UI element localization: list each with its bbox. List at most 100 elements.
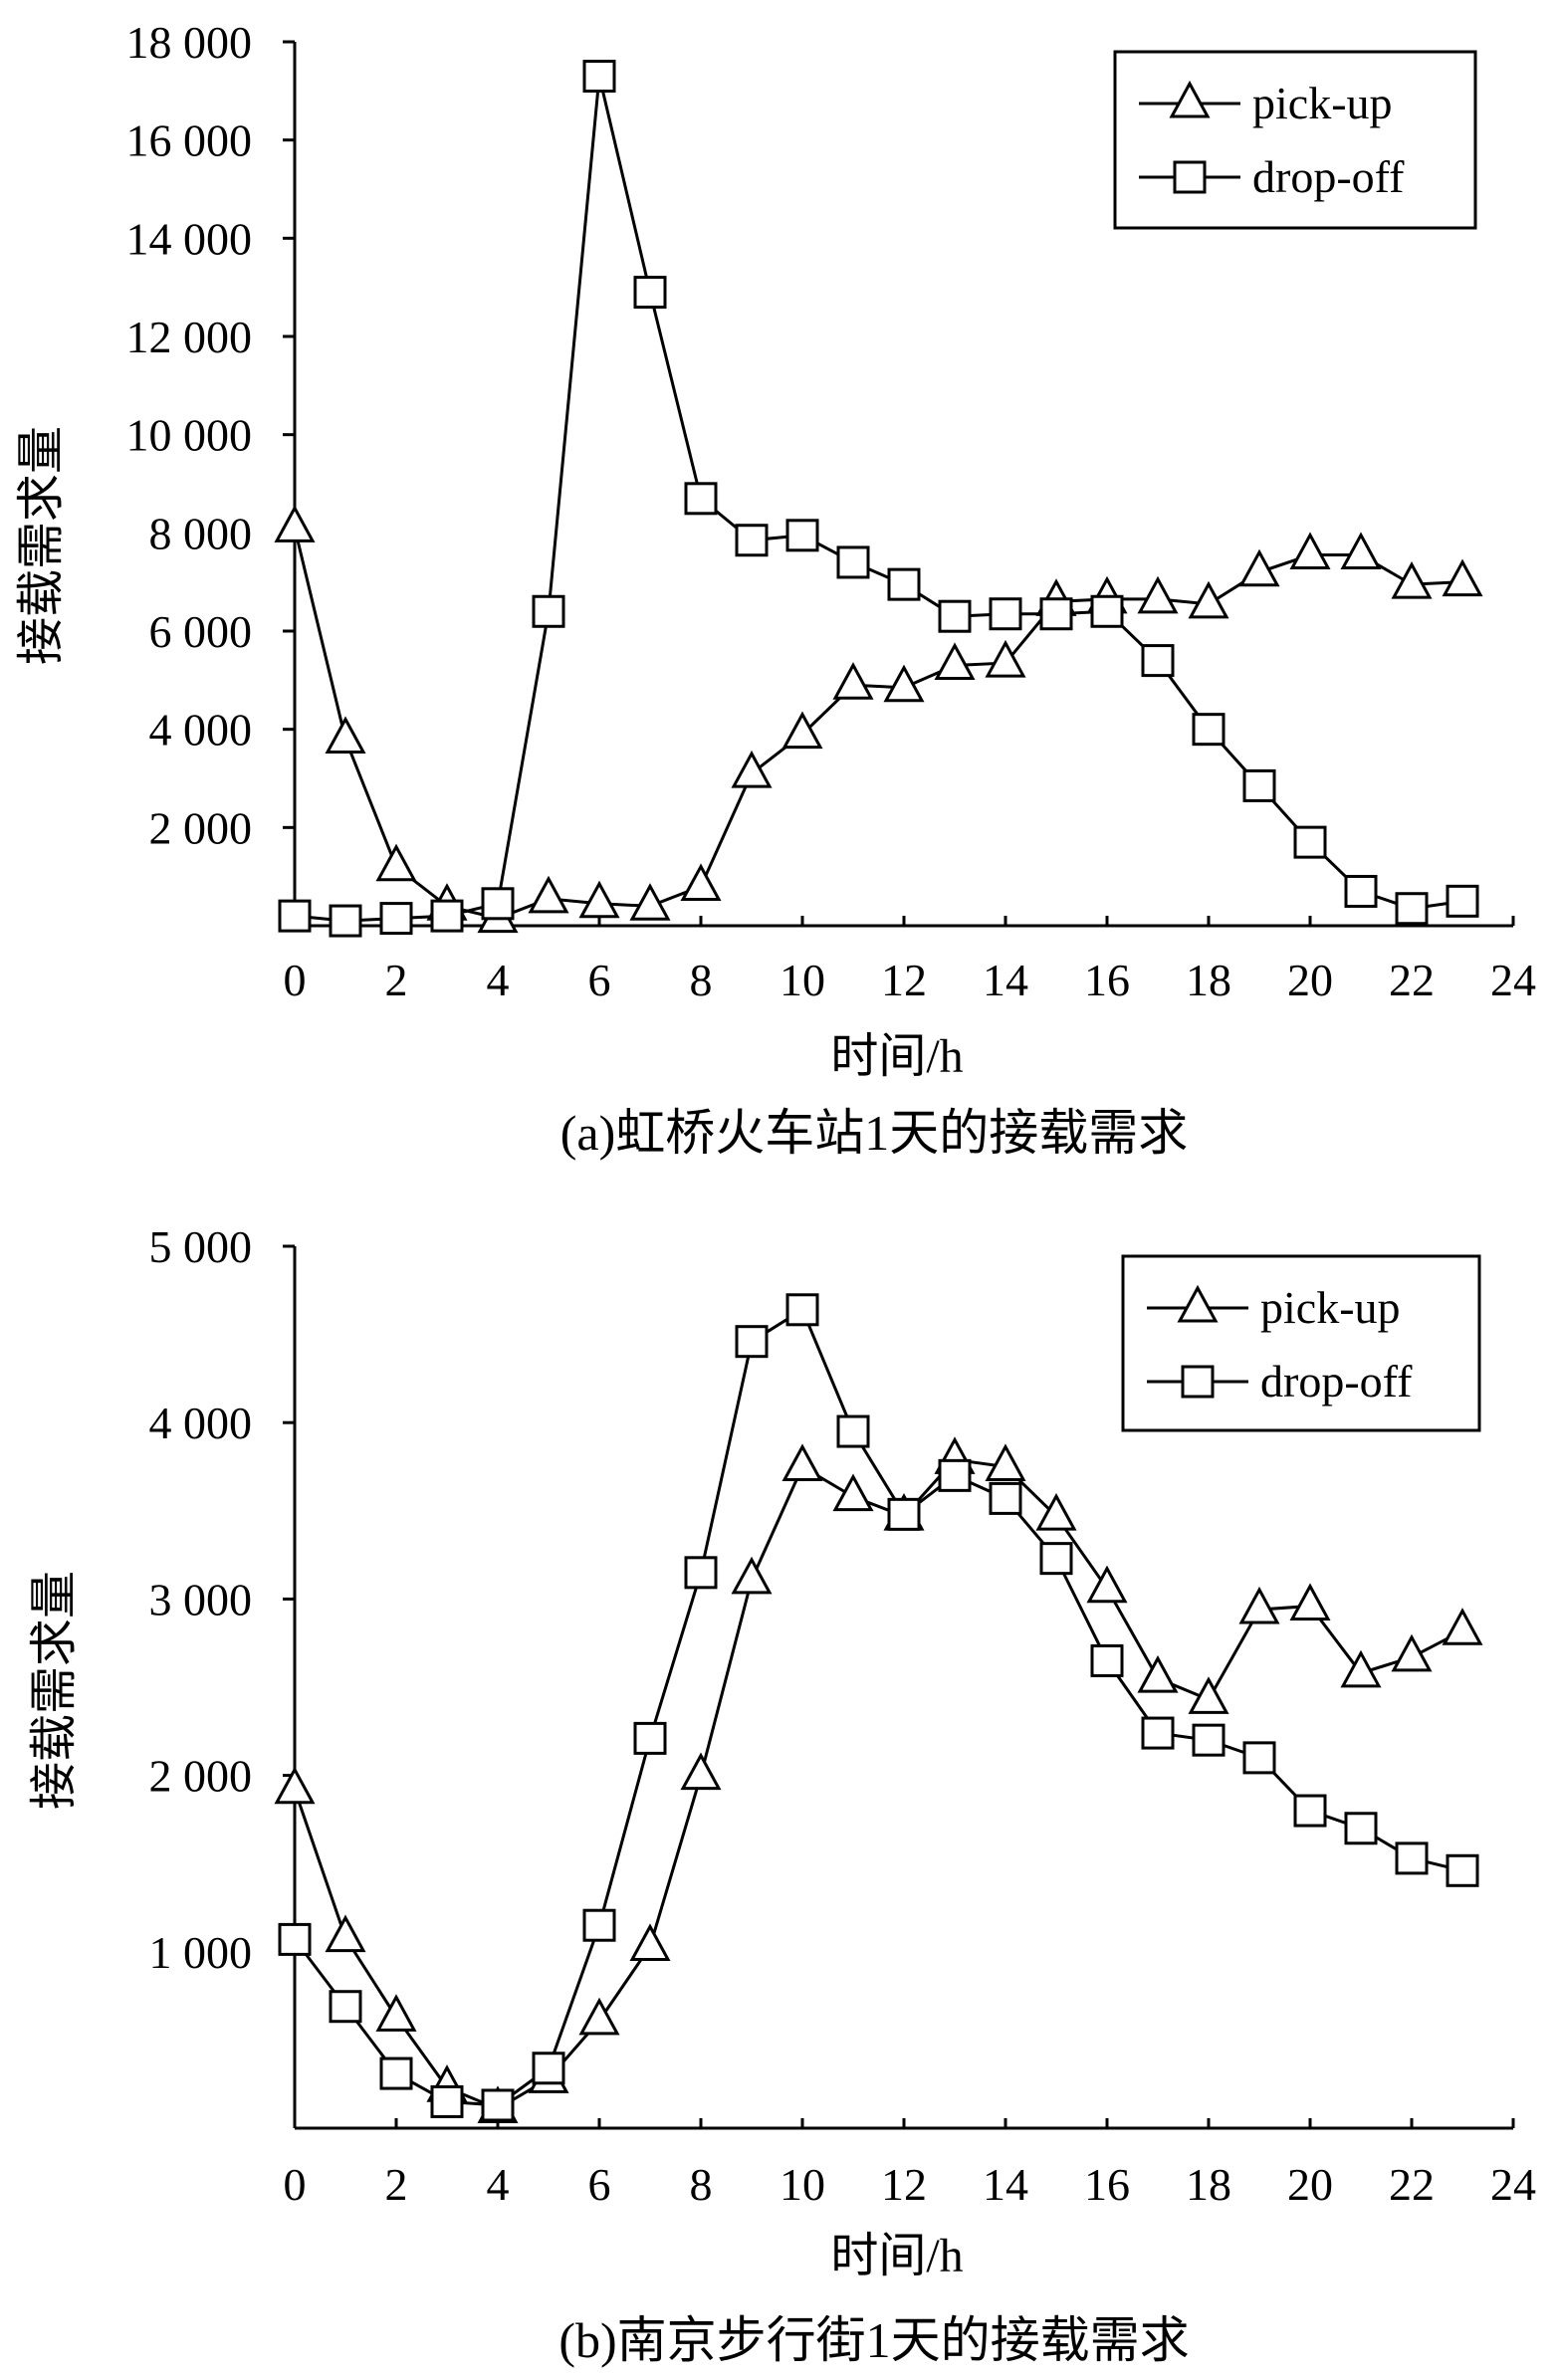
series-line-pick-up [293, 528, 1463, 921]
y-tick-label: 1 000 [149, 1927, 253, 1978]
legend-box [1113, 50, 1477, 230]
y-tick-label: 2 000 [149, 1751, 253, 1802]
data-point-drop-off [785, 519, 819, 552]
chart-caption: (a)虹桥火车站1天的接载需求 [560, 1105, 1189, 1161]
data-point-drop-off [887, 567, 921, 601]
x-tick-label: 10 [780, 955, 825, 1005]
x-axis-title: 时间/h [830, 2230, 963, 2282]
data-point-drop-off [1242, 1741, 1276, 1775]
x-tick-label: 0 [284, 955, 307, 1005]
data-point-pick-up [883, 664, 925, 703]
data-point-drop-off [379, 902, 413, 936]
data-point-drop-off [1039, 1542, 1073, 1576]
x-tick-label: 18 [1186, 2159, 1231, 2210]
data-point-drop-off [1242, 768, 1276, 802]
data-point-pick-up [1035, 1492, 1077, 1531]
x-tick-label: 2 [385, 955, 408, 1005]
x-tick-label: 4 [487, 2159, 510, 2210]
data-point-drop-off [633, 1721, 667, 1755]
data-point-pick-up [1391, 1633, 1433, 1672]
data-point-drop-off [532, 594, 565, 628]
data-point-drop-off [785, 1293, 819, 1327]
data-point-drop-off [1039, 597, 1073, 631]
x-tick-label: 0 [284, 2159, 307, 2210]
legend: pick-up drop-off [1121, 1254, 1481, 1432]
x-tick-label: 6 [588, 955, 611, 1005]
data-point-drop-off [481, 887, 515, 921]
x-tick-label: 20 [1287, 2159, 1333, 2210]
data-point-pick-up [1188, 580, 1229, 619]
data-point-drop-off [582, 1908, 616, 1942]
data-point-pick-up [1137, 1655, 1179, 1693]
data-point-drop-off [1141, 644, 1175, 678]
y-axis-title: 接载需求量 [15, 426, 68, 665]
data-point-drop-off [582, 60, 616, 94]
legend-label: drop-off [1260, 1356, 1413, 1406]
data-point-drop-off [278, 1922, 312, 1956]
data-point-pick-up [680, 1752, 722, 1791]
data-point-drop-off [684, 482, 718, 516]
data-point-drop-off [887, 1497, 921, 1531]
y-tick-label: 8 000 [149, 508, 253, 558]
data-point-drop-off [735, 524, 769, 557]
data-point-pick-up [629, 883, 671, 921]
data-point-drop-off [1090, 1643, 1124, 1677]
y-tick-label: 18 000 [126, 17, 253, 68]
data-point-drop-off [836, 1414, 870, 1448]
y-tick-label: 5 000 [149, 1221, 253, 1272]
data-point-drop-off [836, 545, 870, 579]
data-point-drop-off [379, 2056, 413, 2090]
data-point-pick-up [274, 1766, 316, 1805]
data-point-drop-off [938, 1458, 972, 1492]
y-tick-label: 12 000 [126, 312, 253, 362]
data-point-pick-up [528, 875, 569, 914]
data-point-pick-up [1391, 561, 1433, 599]
data-point-drop-off [481, 2088, 515, 2122]
data-point-pick-up [1442, 1608, 1483, 1645]
x-tick-label: 24 [1490, 955, 1536, 1005]
y-tick-label: 3 000 [149, 1574, 253, 1624]
x-tick-label: 12 [881, 955, 927, 1005]
data-point-pick-up [985, 1443, 1026, 1481]
chart-caption: (b)南京步行街1天的接载需求 [558, 2312, 1189, 2368]
legend-label: pick-up [1252, 78, 1393, 128]
legend-marker-pick-up [1177, 1284, 1219, 1323]
data-point-pick-up [1086, 1565, 1128, 1604]
data-point-pick-up [375, 1994, 417, 2032]
y-tick-label: 2 000 [149, 802, 253, 853]
x-tick-label: 8 [690, 2159, 713, 2210]
data-point-drop-off [1395, 1841, 1429, 1875]
x-tick-label: 22 [1389, 2159, 1435, 2210]
y-tick-label: 4 000 [149, 1398, 253, 1448]
data-point-drop-off [278, 899, 312, 933]
x-tick-label: 8 [690, 955, 713, 1005]
data-point-pick-up [1289, 1583, 1331, 1621]
data-point-drop-off [430, 2084, 464, 2118]
data-point-pick-up [1188, 1676, 1229, 1714]
x-tick-label: 10 [780, 2159, 825, 2210]
x-tick-label: 24 [1490, 2159, 1536, 2210]
data-point-pick-up [325, 716, 366, 755]
data-point-drop-off [1344, 874, 1378, 908]
y-tick-label: 6 000 [149, 606, 253, 657]
data-point-drop-off [1446, 884, 1479, 918]
series-line-pick-up [293, 1457, 1463, 2111]
x-tick-label: 22 [1389, 955, 1435, 1005]
y-tick-label: 10 000 [126, 410, 253, 461]
data-point-drop-off [532, 2052, 565, 2085]
data-point-drop-off [329, 1990, 362, 2024]
x-tick-label: 14 [983, 955, 1028, 1005]
legend-box [1121, 1254, 1481, 1432]
x-tick-label: 6 [588, 2159, 611, 2210]
x-axis-title: 时间/h [830, 1030, 963, 1083]
y-tick-label: 16 000 [126, 115, 253, 166]
data-point-pick-up [578, 880, 620, 919]
data-point-pick-up [629, 1923, 671, 1961]
data-point-pick-up [325, 1914, 366, 1953]
data-point-drop-off [1395, 892, 1429, 926]
x-tick-label: 16 [1084, 955, 1130, 1005]
legend-marker-pick-up [1169, 80, 1211, 118]
legend-marker-drop-off [1173, 160, 1207, 194]
x-tick-label: 16 [1084, 2159, 1130, 2210]
data-point-drop-off [989, 1481, 1022, 1515]
